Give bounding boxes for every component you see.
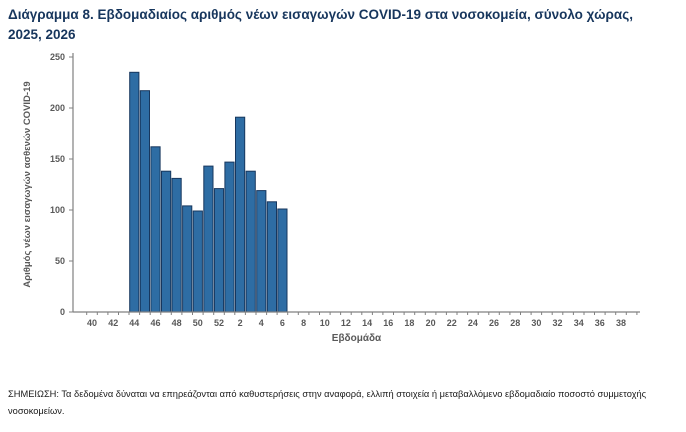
x-tick-label: 12 [341, 318, 351, 328]
bar-week-3 [245, 170, 256, 313]
bar-week-46 [150, 146, 161, 313]
y-tick-label: 50 [55, 256, 65, 266]
bar-week-5 [266, 201, 277, 313]
x-tick-label: 52 [214, 318, 224, 328]
y-tick-label: 250 [50, 52, 65, 62]
bar-week-47 [161, 170, 172, 313]
x-tick-label: 36 [595, 318, 605, 328]
bar-week-6 [277, 208, 288, 313]
x-tick-label: 16 [383, 318, 393, 328]
bar-week-52 [213, 188, 225, 313]
x-tick-label: 44 [129, 318, 139, 328]
bar-week-49 [182, 205, 193, 313]
x-tick-label: 18 [404, 318, 414, 328]
x-tick-label: 34 [574, 318, 584, 328]
x-tick-label: 40 [87, 318, 97, 328]
x-tick-label: 22 [447, 318, 457, 328]
bar-week-1 [224, 161, 235, 313]
x-tick-label: 48 [172, 318, 182, 328]
footnote: ΣΗΜΕΙΩΣΗ: Τα δεδομένα δύναται να επηρεάζ… [8, 389, 647, 416]
y-tick-label: 200 [50, 103, 65, 113]
x-tick-label: 10 [320, 318, 330, 328]
x-tick-label: 38 [616, 318, 626, 328]
bar-week-2 [235, 116, 246, 313]
bar-week-50 [192, 210, 203, 313]
x-tick-label: 28 [510, 318, 520, 328]
bar-week-51 [203, 165, 214, 313]
chart-title: Διάγραμμα 8. Εβδομαδιαίος αριθμός νέων ε… [8, 5, 680, 45]
x-tick-label: 20 [426, 318, 436, 328]
y-tick-label: 150 [50, 154, 65, 164]
x-tick-label: 42 [108, 318, 118, 328]
bar-week-4 [256, 190, 267, 313]
x-tick-label: 50 [193, 318, 203, 328]
x-tick-label: 8 [301, 318, 306, 328]
x-tick-label: 26 [489, 318, 499, 328]
x-tick-label: 2 [238, 318, 243, 328]
y-axis-title: Αριθμός νέων εισαγωγών ασθενών COVID-19 [22, 81, 33, 287]
bar-week-44 [129, 71, 140, 313]
bar-week-48 [171, 177, 182, 313]
x-tick-label: 46 [150, 318, 160, 328]
x-tick-label: 30 [531, 318, 541, 328]
x-tick-label: 32 [552, 318, 562, 328]
x-axis-title: Εβδομάδα [332, 333, 382, 344]
x-tick-label: 14 [362, 318, 372, 328]
covid-admissions-bar-chart: 0 50 100 150 200 250 40 42 44 46 48 50 52 2 4 6 8 10 12 14 1… [0, 48, 686, 353]
chart-title-line2: 2025, 2026 [8, 27, 76, 42]
y-tick-label: 100 [50, 205, 65, 215]
chart-title-line1: Διάγραμμα 8. Εβδομαδιαίος αριθμός νέων ε… [8, 7, 633, 22]
bar-week-45 [139, 90, 151, 313]
x-tick-label: 6 [280, 318, 285, 328]
y-tick-label: 0 [60, 307, 65, 317]
x-tick-label: 4 [259, 318, 264, 328]
x-tick-label: 24 [468, 318, 478, 328]
